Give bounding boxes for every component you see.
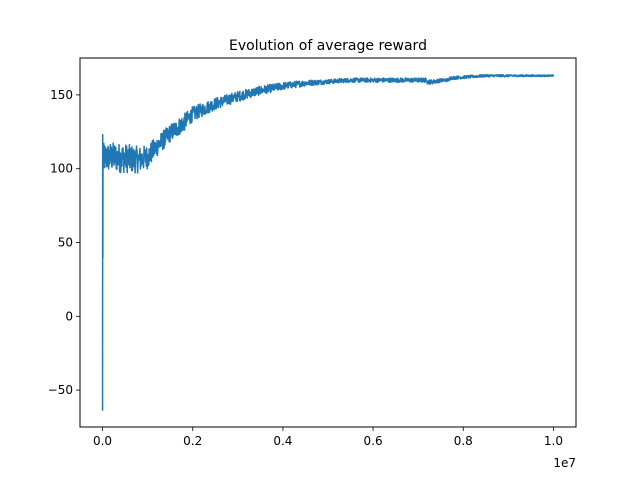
x-axis-offset-label: 1e7 (553, 456, 576, 470)
y-tick-label: 100 (50, 162, 73, 176)
x-tick-label: 1.0 (544, 434, 563, 448)
x-tick-label: 0.0 (93, 434, 112, 448)
y-axis: −50 0 50 100 150 (48, 88, 80, 397)
x-tick-label: 0.4 (273, 434, 292, 448)
chart-title: Evolution of average reward (229, 38, 427, 54)
y-tick-label: 0 (65, 309, 73, 323)
x-tick-label: 0.6 (364, 434, 383, 448)
x-axis: 0.0 0.2 0.4 0.6 0.8 1.0 (93, 427, 563, 448)
series-layer (101, 73, 555, 411)
x-tick-label: 0.8 (454, 434, 473, 448)
y-tick-label: 150 (50, 88, 73, 102)
series-line-average-reward (101, 73, 555, 411)
y-tick-label: −50 (48, 383, 73, 397)
y-tick-label: 50 (58, 236, 73, 250)
x-tick-label: 0.2 (183, 434, 202, 448)
